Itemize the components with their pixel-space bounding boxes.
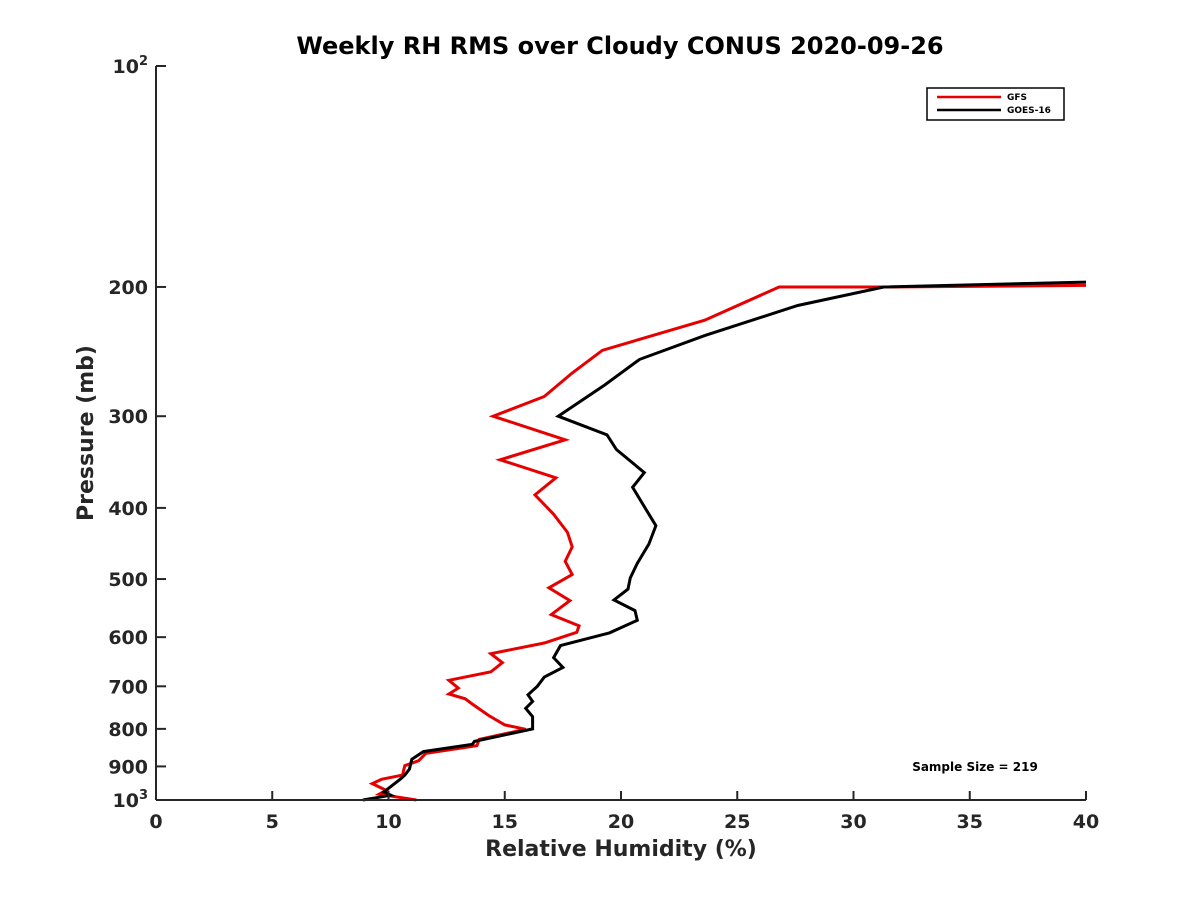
series-lines — [362, 280, 1087, 802]
x-tick-label: 15 — [492, 811, 518, 833]
legend-box — [926, 87, 1065, 121]
legend-goes16-label: GOES-16 — [1007, 106, 1051, 116]
x-axis-label: Relative Humidity (%) — [485, 837, 757, 862]
y-ticks: 102 200 300 400 500 600 700 800 900 103 — [108, 54, 166, 812]
x-tick-label: 25 — [724, 811, 750, 833]
x-tick-label: 30 — [840, 811, 866, 833]
y-tick-label: 400 — [108, 498, 148, 520]
legend-gfs-label: GFS — [1007, 93, 1027, 103]
y-tick-label: 800 — [108, 719, 148, 741]
x-tick-label: 20 — [608, 811, 634, 833]
x-tick-label: 35 — [957, 811, 983, 833]
sample-size-annotation: Sample Size = 219 — [912, 760, 1038, 774]
y-axis-label: Pressure (mb) — [74, 345, 99, 521]
y-tick-label: 900 — [108, 756, 148, 778]
x-tick-label: 5 — [266, 811, 279, 833]
x-tick-label: 10 — [375, 811, 401, 833]
x-tick-label: 40 — [1073, 811, 1099, 833]
y-tick-label: 102 — [113, 54, 149, 78]
y-tick-label: 700 — [108, 676, 148, 698]
legend: GFS GOES-16 — [926, 87, 1065, 121]
y-tick-label: 103 — [113, 788, 149, 812]
y-tick-label: 600 — [108, 627, 148, 649]
series-line-goes-16 — [362, 280, 1087, 802]
y-tick-label: 500 — [108, 569, 148, 591]
y-tick-label: 300 — [108, 406, 148, 428]
chart-title: Weekly RH RMS over Cloudy CONUS 2020-09-… — [296, 32, 943, 60]
y-tick-label: 200 — [108, 277, 148, 299]
series-line-gfs — [368, 283, 1087, 802]
x-ticks: 0 5 10 15 20 25 30 35 40 — [149, 791, 1099, 833]
x-tick-label: 0 — [149, 811, 162, 833]
